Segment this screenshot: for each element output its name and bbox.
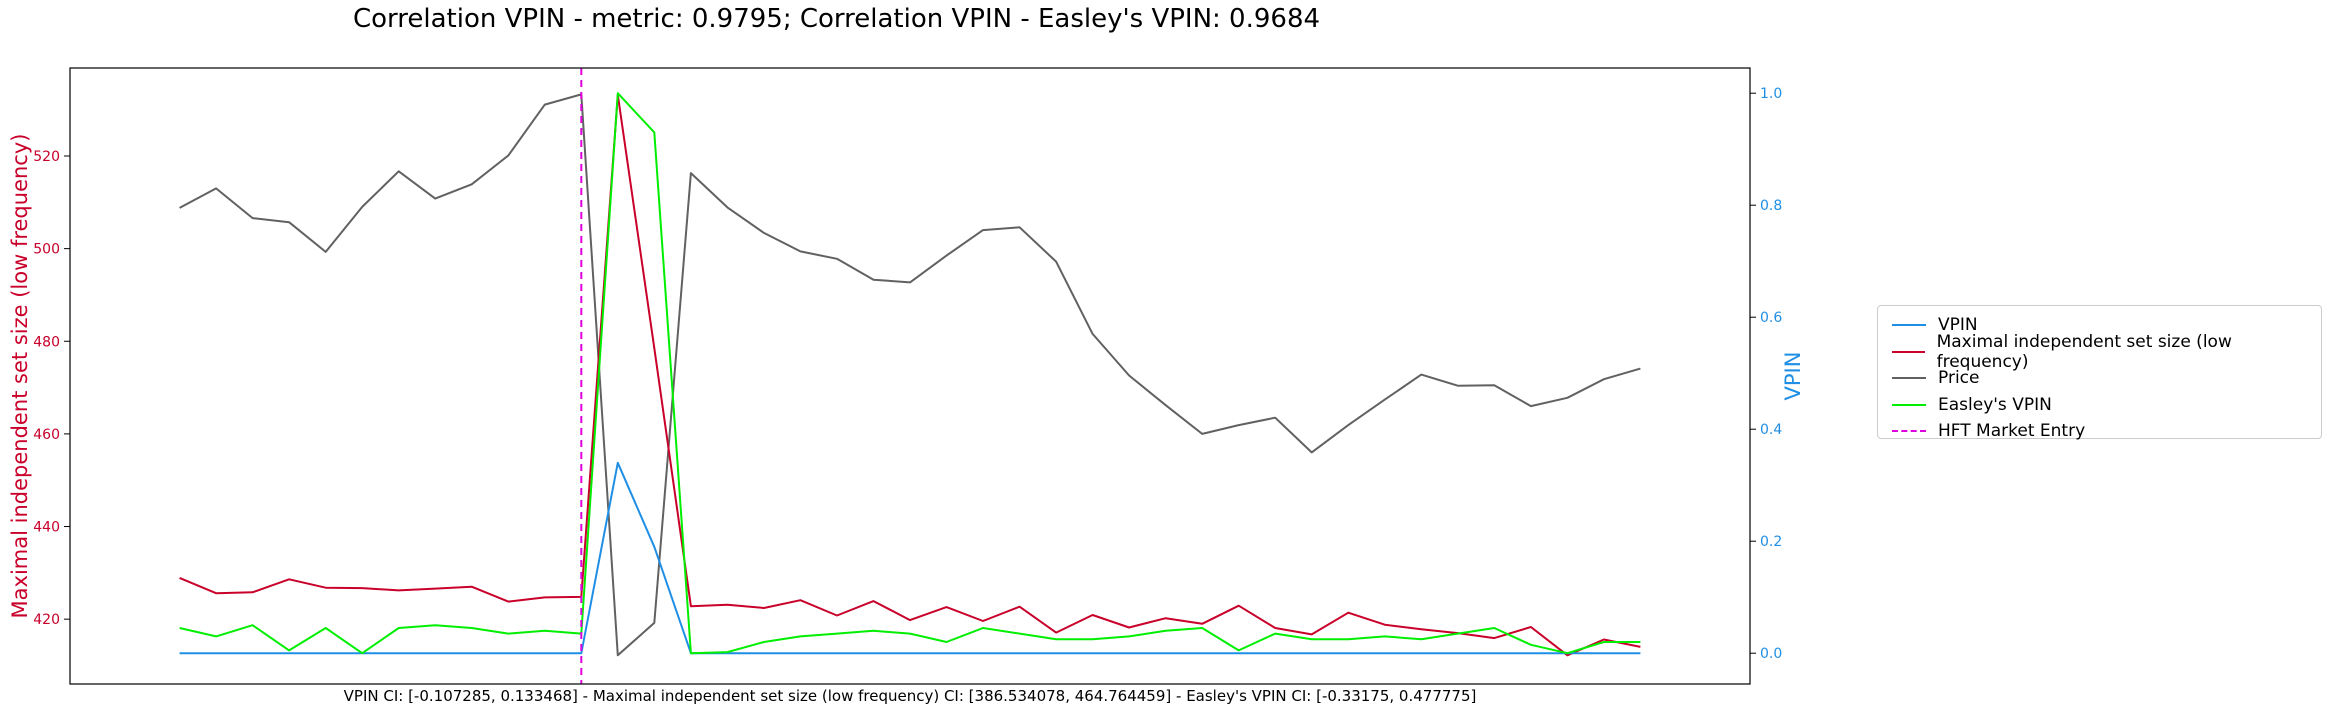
right-tick-label: 0.4 bbox=[1760, 422, 1782, 438]
series-line-vpin bbox=[179, 461, 1641, 655]
left-tick-label: 520 bbox=[33, 149, 60, 165]
series-line-price bbox=[179, 93, 1641, 657]
legend-label-vpin: VPIN bbox=[1938, 315, 1978, 336]
legend-item-mis: Maximal independent set size (low freque… bbox=[1886, 332, 2313, 372]
left-tick-label: 440 bbox=[33, 520, 60, 536]
legend-item-vpin: VPIN bbox=[1886, 312, 2313, 339]
left-axis-label: Maximal independent set size (low freque… bbox=[8, 134, 32, 619]
left-tick-label: 460 bbox=[33, 427, 60, 443]
legend-swatch-vpin bbox=[1892, 324, 1926, 327]
left-tick-label: 420 bbox=[33, 612, 60, 628]
plot-frame bbox=[69, 67, 1751, 685]
legend-swatch-easley bbox=[1892, 403, 1926, 406]
right-tick-label: 0.0 bbox=[1760, 646, 1782, 662]
legend-label-mis: Maximal independent set size (low freque… bbox=[1936, 331, 2232, 372]
right-tick-label: 0.2 bbox=[1760, 534, 1782, 550]
series-line-easley-s-vpin bbox=[179, 92, 1641, 655]
right-axis-label: VPIN bbox=[1781, 352, 1805, 401]
series-layer bbox=[179, 92, 1641, 657]
legend-swatch-mis bbox=[1892, 350, 1925, 353]
right-tick-label: 0.6 bbox=[1760, 310, 1782, 326]
right-tick-label: 0.8 bbox=[1760, 198, 1782, 214]
right-axis: 0.0 0.2 0.4 0.6 0.8 1.0 bbox=[1750, 86, 1782, 662]
left-tick-label: 500 bbox=[33, 242, 60, 258]
left-tick-label: 480 bbox=[33, 334, 60, 350]
legend-item-hft: HFT Market Entry bbox=[1886, 418, 2313, 445]
legend-swatch-hft bbox=[1892, 430, 1926, 433]
legend: VPIN Maximal independent set size (low f… bbox=[1877, 305, 2322, 441]
chart-title: Correlation VPIN - metric: 0.9795; Corre… bbox=[352, 4, 1321, 34]
legend-label-hft: HFT Market Entry bbox=[1938, 421, 2086, 442]
legend-swatch-price bbox=[1892, 377, 1926, 380]
legend-label-easley: Easley's VPIN bbox=[1938, 394, 2052, 415]
legend-item-easley: Easley's VPIN bbox=[1886, 392, 2313, 419]
series-line-maximal-independent-set-size-low-frequency bbox=[179, 93, 1641, 657]
right-tick-label: 1.0 bbox=[1760, 86, 1782, 102]
legend-item-price: Price bbox=[1886, 365, 2313, 392]
legend-label-price: Price bbox=[1938, 368, 1980, 389]
footer-note: VPIN CI: [-0.107285, 0.133468] - Maximal… bbox=[343, 687, 1477, 705]
left-axis: 420 440 460 480 500 520 bbox=[33, 149, 70, 628]
